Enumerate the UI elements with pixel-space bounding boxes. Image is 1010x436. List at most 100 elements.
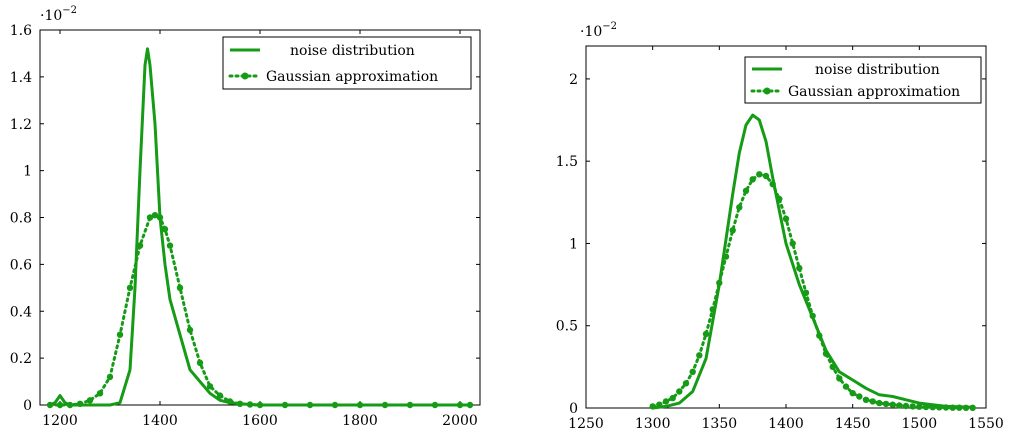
right-series-point-gaussian	[696, 352, 703, 359]
right-ticks	[585, 46, 987, 409]
right-series-point-gaussian	[929, 404, 936, 411]
right-series-point-gaussian	[762, 172, 770, 180]
left-x-tick-label: 1200	[42, 413, 78, 429]
right-series-point-gaussian	[902, 402, 910, 410]
right-series-point-gaussian	[822, 350, 830, 357]
right-series-point-gaussian	[656, 401, 663, 408]
right-series-point-gaussian	[962, 404, 970, 411]
left-series-point-gaussian	[56, 401, 64, 409]
right-scale-exponent: −2	[602, 21, 617, 32]
right-y-tick-label: 1.5	[556, 154, 578, 170]
left-series-point-gaussian	[66, 401, 74, 409]
left-chart: 1200 1400 1600 1800 2000 0 0.2 0.4 0.6 0.8 1 1.2 1.…	[10, 5, 481, 429]
left-series-point-gaussian	[431, 401, 439, 409]
left-x-tick-label: 2000	[442, 413, 478, 429]
right-series-point-gaussian	[869, 398, 876, 405]
right-legend-marker-gaussian	[763, 87, 771, 95]
left-x-tick-label: 1400	[142, 413, 178, 429]
right-x-tick-labels: 1250 1300 1350 1400 1450 1500 1550	[568, 416, 1004, 432]
left-y-tick-label: 1	[23, 164, 32, 180]
left-series-point-gaussian	[256, 401, 264, 409]
right-x-tick-label: 1500	[902, 416, 938, 432]
right-series-point-gaussian	[862, 396, 870, 403]
right-series-point-gaussian	[702, 330, 710, 338]
left-series-point-gaussian	[186, 326, 194, 334]
left-series-point-gaussian	[466, 401, 474, 409]
right-series-point-gaussian	[716, 279, 723, 287]
right-y-tick-label: 0	[569, 401, 578, 417]
left-series-line-gaussian	[48, 213, 472, 407]
right-series-point-gaussian	[722, 253, 730, 260]
right-series-point-gaussian	[909, 403, 916, 410]
left-series-point-gaussian	[166, 242, 174, 249]
left-series-point-gaussian	[76, 400, 84, 407]
left-scale-label: ·10−2	[40, 5, 77, 24]
left-series-point-gaussian	[356, 401, 364, 409]
right-x-tick-label: 1550	[968, 416, 1004, 432]
right-series-point-gaussian	[669, 394, 676, 402]
left-ticks	[40, 29, 480, 406]
right-series-point-gaussian	[856, 393, 863, 400]
right-scale-label: ·10−2	[580, 21, 617, 40]
right-y-tick-label: 0.5	[556, 319, 578, 335]
right-legend: noise distribution Gaussian approximatio…	[744, 56, 982, 104]
left-y-tick-label: 0.2	[10, 351, 32, 367]
right-scale-base: ·10	[580, 24, 602, 40]
right-series-point-gaussian	[729, 227, 736, 234]
right-x-tick-label: 1250	[568, 416, 604, 432]
left-series-point-gaussian	[96, 390, 104, 397]
right-series-point-gaussian	[969, 404, 976, 411]
left-series-point-gaussian	[226, 398, 234, 405]
right-series-point-gaussian	[682, 380, 690, 387]
right-series-point-gaussian	[789, 240, 796, 247]
right-series-point-gaussian	[809, 312, 816, 320]
left-series-point-gaussian	[281, 401, 289, 409]
right-series-point-gaussian	[889, 401, 896, 408]
left-series-point-gaussian	[116, 331, 124, 338]
right-series-point-gaussian	[842, 383, 850, 390]
left-series-point-gaussian	[206, 383, 214, 390]
right-series-point-gaussian	[769, 181, 776, 188]
right-series-point-gaussian	[709, 306, 716, 313]
right-y-tick-labels: 0 0.5 1 1.5 2	[556, 72, 578, 417]
left-legend: noise distribution Gaussian approximatio…	[222, 36, 472, 90]
left-y-tick-label: 0.8	[10, 211, 32, 227]
left-legend-marker-gaussian	[241, 72, 249, 80]
left-series-point-gaussian	[381, 401, 389, 409]
left-series-line-noise	[49, 47, 470, 407]
left-series-point-gaussian	[86, 397, 94, 404]
left-series-point-gaussian	[126, 284, 134, 291]
left-series-point-gaussian	[46, 401, 54, 409]
right-x-tick-label: 1300	[635, 416, 671, 432]
left-legend-label-noise: noise distribution	[290, 43, 415, 59]
right-series-point-gaussian	[942, 404, 950, 411]
left-series	[46, 47, 474, 409]
left-series-point-gaussian	[151, 212, 159, 219]
left-series-point-gaussian	[176, 284, 184, 291]
left-series-point-gaussian	[406, 401, 414, 409]
right-x-tick-label: 1450	[835, 416, 871, 432]
right-series	[649, 113, 976, 411]
left-series-point-gaussian	[236, 400, 244, 407]
right-series-point-gaussian	[662, 398, 670, 405]
right-chart: 1250 1300 1350 1400 1450 1500 1550 0 0.5 1 1.5 2 ·…	[556, 21, 1004, 432]
right-series-point-gaussian	[749, 176, 756, 183]
left-x-tick-label: 1600	[242, 413, 278, 429]
right-y-tick-label: 1	[569, 236, 578, 252]
right-series-point-gaussian	[922, 403, 930, 411]
left-x-tick-label: 1800	[342, 413, 378, 429]
left-y-tick-label: 0.4	[10, 304, 32, 320]
left-series-point-gaussian	[331, 401, 339, 409]
right-series-point-gaussian	[849, 390, 856, 397]
right-series-point-gaussian	[776, 195, 783, 203]
right-series-point-gaussian	[949, 404, 956, 411]
right-legend-label-noise: noise distribution	[815, 62, 940, 78]
left-y-tick-label: 0	[23, 398, 32, 414]
right-series-line-noise	[652, 113, 973, 410]
right-series-point-gaussian	[896, 402, 903, 409]
left-series-point-gaussian	[161, 226, 169, 233]
right-series-point-gaussian	[689, 368, 696, 375]
right-legend-box	[744, 56, 982, 104]
